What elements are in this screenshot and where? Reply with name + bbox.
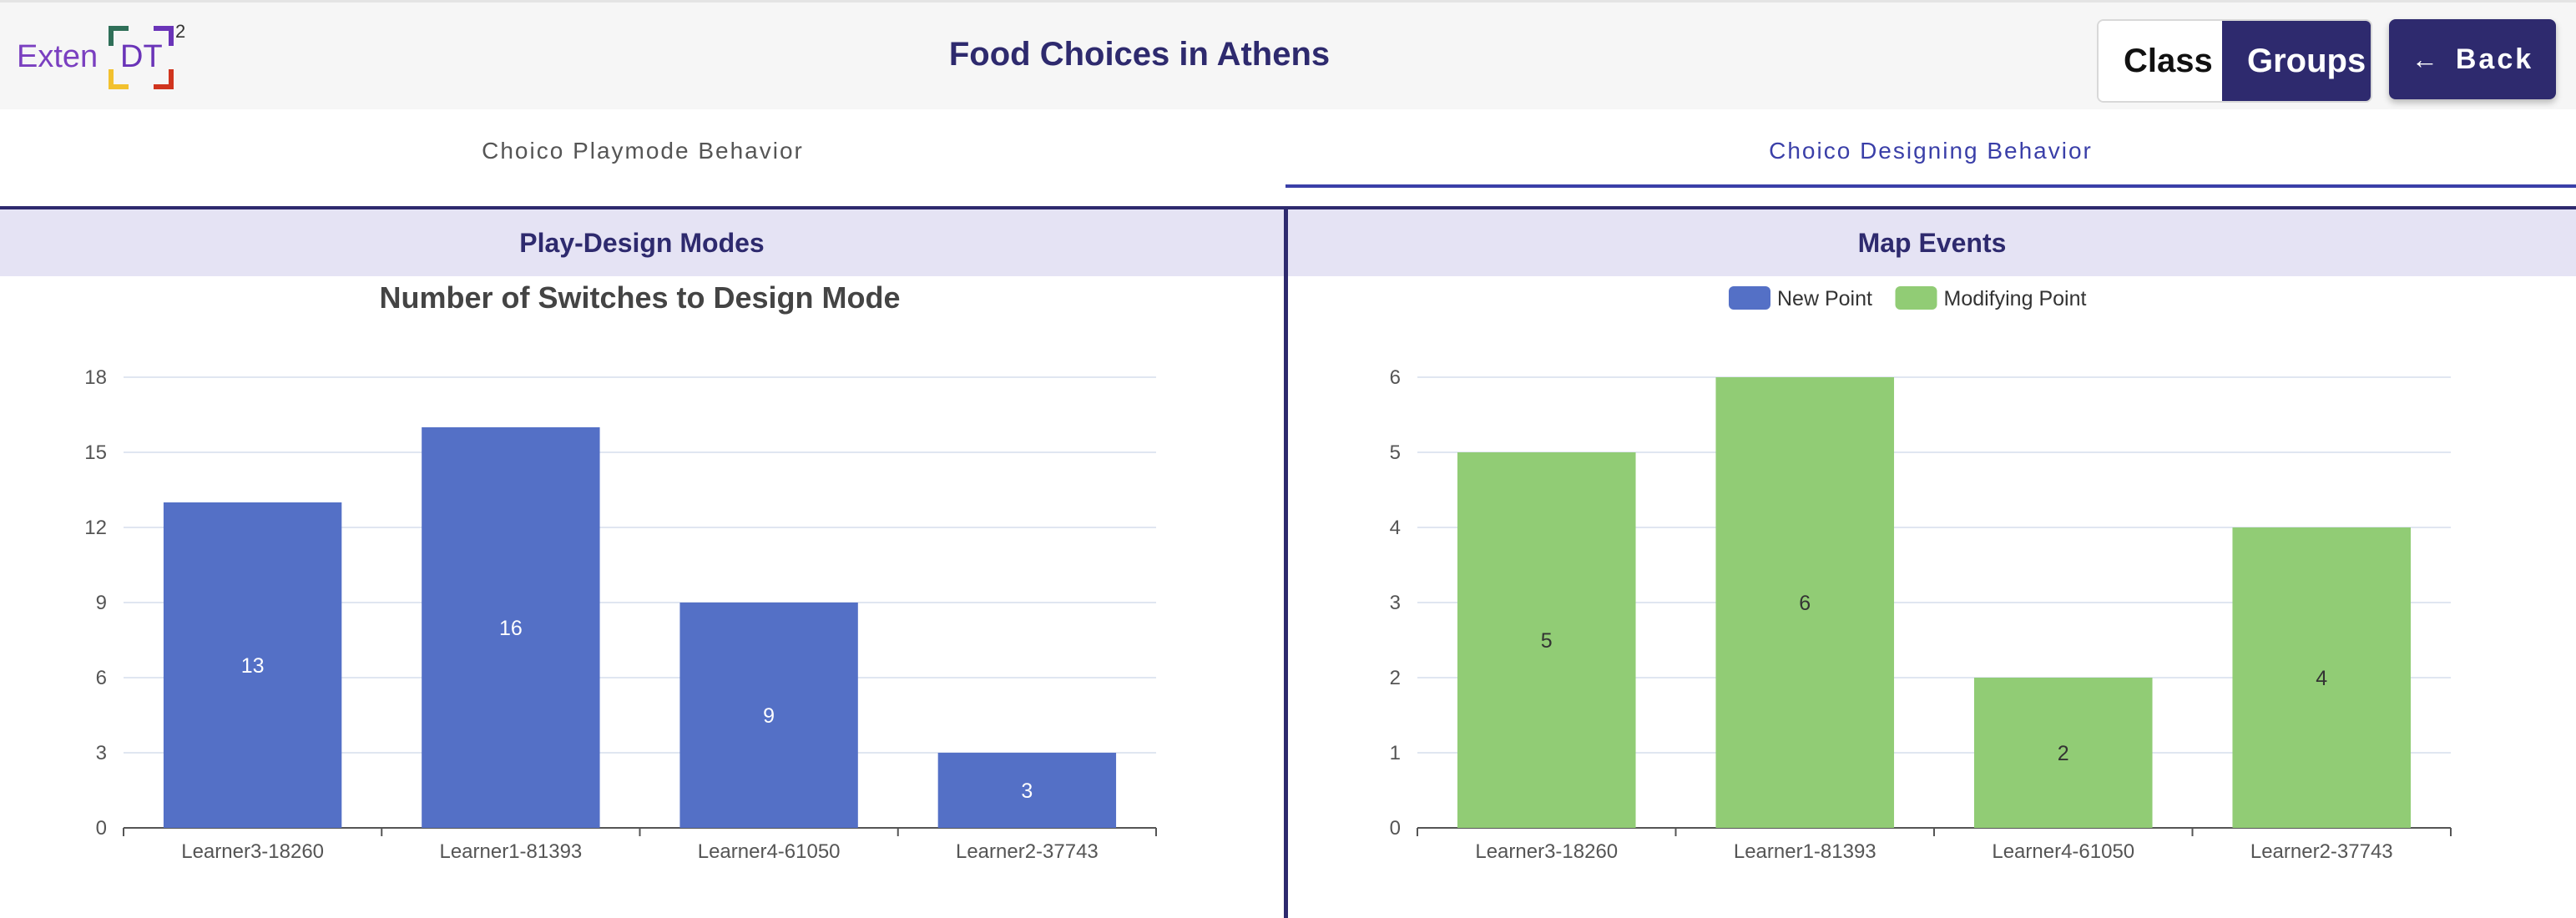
bar (1973, 678, 2153, 828)
map-events-bar-chart: New Point Modifying Point 0 1 2 3 4 5 6 5 Learner3… (1390, 286, 2452, 863)
y-tick-label: 3 (96, 742, 107, 764)
logo-dt: DT (120, 39, 163, 74)
panel-title-play-design: Play-Design Modes (0, 209, 1284, 276)
bar (937, 753, 1117, 828)
y-tick-label: 6 (1390, 366, 1401, 389)
back-button[interactable]: ← Back (2389, 19, 2556, 99)
groups-button[interactable]: Groups (2222, 21, 2371, 101)
bar-value-label: 9 (763, 704, 775, 728)
y-tick-label: 1 (1390, 742, 1401, 764)
logo-bracket-icon (109, 26, 129, 46)
page-title: Food Choices in Athens (948, 36, 1331, 73)
x-tick-label: Learner1-81393 (1734, 840, 1876, 863)
chart-title: Number of Switches to Design Mode (379, 280, 900, 315)
x-tick-label: Learner4-61050 (1992, 840, 2134, 863)
x-tick-label: Learner3-18260 (1475, 840, 1618, 863)
y-tick-label: 18 (84, 366, 107, 389)
x-tick-label: Learner4-61050 (698, 840, 841, 863)
top-bar: Exten DT 2 Food Choices in Athens Class … (0, 0, 2576, 109)
active-tab-indicator (1285, 184, 2576, 188)
legend-label: New Point (1777, 287, 1872, 310)
legend-swatch (1895, 286, 1937, 310)
y-tick-label: 0 (96, 817, 107, 840)
arrow-left-icon: ← (2411, 43, 2441, 74)
y-tick-label: 5 (1390, 441, 1401, 464)
panel-title-map-events: Map Events (1288, 209, 2576, 276)
logo-bracket-icon (154, 26, 174, 46)
y-tick-label: 6 (96, 667, 107, 689)
y-tick-label: 3 (1390, 592, 1401, 614)
bar-value-label: 3 (1021, 779, 1033, 803)
bar-value-label: 2 (2058, 742, 2069, 765)
logo-superscript: 2 (175, 21, 186, 42)
bar-value-label: 4 (2316, 667, 2327, 690)
y-tick-label: 12 (84, 517, 107, 539)
logo-text: Exten (17, 39, 98, 74)
bar-value-label: 5 (1541, 629, 1553, 653)
y-tick-label: 4 (1390, 517, 1401, 539)
y-tick-label: 15 (84, 441, 107, 464)
x-tick-label: Learner3-18260 (181, 840, 324, 863)
bar (1715, 377, 1895, 828)
legend-swatch (1729, 286, 1770, 310)
legend-label: Modifying Point (1944, 287, 2087, 310)
bar-value-label: 16 (499, 617, 523, 640)
logo-bracket-icon (109, 69, 129, 89)
x-tick-label: Learner2-37743 (2250, 840, 2393, 863)
back-label: Back (2455, 43, 2534, 75)
switches-bar-chart: Number of Switches to Design Mode 0 3 6 9 12 1… (84, 280, 1157, 863)
view-toggle: Class Groups (2097, 19, 2372, 103)
bar (679, 603, 858, 828)
tab-bar: Choico Playmode Behavior Choico Designin… (0, 109, 2576, 209)
x-tick-label: Learner2-37743 (956, 840, 1099, 863)
y-tick-label: 0 (1390, 817, 1401, 840)
y-tick-label: 2 (1390, 667, 1401, 689)
tab-playmode-behavior[interactable]: Choico Playmode Behavior (482, 138, 804, 164)
bar-value-label: 13 (241, 654, 265, 678)
panel-divider (1284, 206, 1288, 918)
bar (2232, 527, 2412, 828)
bar (163, 502, 342, 828)
app-logo[interactable]: Exten DT 2 (17, 21, 192, 96)
section-divider (0, 206, 2576, 209)
class-button[interactable]: Class (2099, 21, 2222, 101)
logo-bracket-icon (154, 69, 174, 89)
bar (1457, 452, 1636, 828)
y-tick-label: 9 (96, 592, 107, 614)
x-tick-label: Learner1-81393 (439, 840, 582, 863)
bar-value-label: 6 (1799, 592, 1811, 615)
tab-designing-behavior[interactable]: Choico Designing Behavior (1769, 138, 2093, 164)
bar (422, 427, 600, 828)
